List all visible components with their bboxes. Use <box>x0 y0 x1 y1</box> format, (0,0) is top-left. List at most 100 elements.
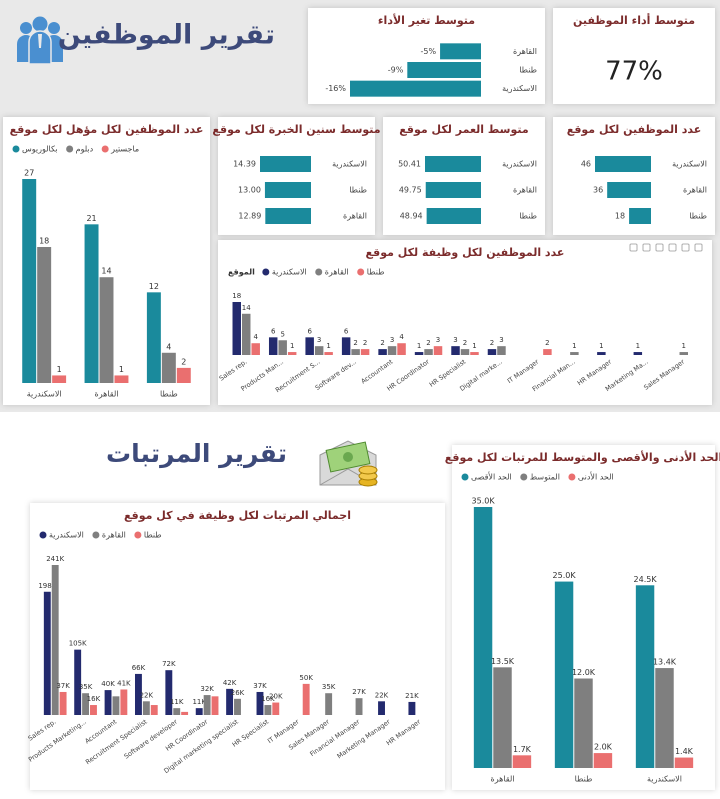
card <box>218 240 712 405</box>
value-label: 2 <box>426 339 430 347</box>
bar <box>114 375 129 383</box>
value-label: 1 <box>472 342 476 350</box>
bar <box>378 701 385 715</box>
value-label: 14 <box>242 304 251 312</box>
bar <box>355 698 363 715</box>
value-label: 1 <box>572 342 576 350</box>
bar <box>112 696 120 715</box>
value-label: 2 <box>363 339 367 347</box>
bar <box>451 346 460 355</box>
value-label: 21 <box>86 214 96 223</box>
value-label: 5 <box>280 330 284 338</box>
bar <box>635 585 655 768</box>
toolbar-icon <box>694 243 703 252</box>
toolbar-icon <box>642 243 651 252</box>
value-label: 13.4K <box>653 658 677 667</box>
bar <box>265 208 311 224</box>
bar <box>82 693 90 715</box>
toolbar-icon <box>629 243 638 252</box>
value-label: 14.39 <box>233 160 256 169</box>
value-label: 50K <box>299 674 313 682</box>
bar <box>674 757 694 768</box>
legend-swatch <box>12 145 20 153</box>
value-label: 1 <box>290 342 294 350</box>
bar <box>278 340 287 355</box>
legend-label: ماجستير <box>110 145 139 154</box>
category-label: القاهرة <box>343 212 367 221</box>
bar <box>264 705 272 715</box>
category-label: طنطا <box>349 186 367 195</box>
value-label: 6 <box>271 327 276 335</box>
bar <box>470 352 479 355</box>
bar <box>629 208 651 224</box>
value-label: 4 <box>399 333 404 341</box>
header-title: تقرير الموظفين <box>58 20 275 51</box>
category-label: طنطا <box>689 212 707 221</box>
legend-swatch <box>461 473 469 481</box>
bar <box>324 352 333 355</box>
bar <box>679 352 689 355</box>
value-label: 25.0K <box>553 571 577 580</box>
legend-label: المتوسط <box>530 473 560 482</box>
value-label: 13.00 <box>238 186 261 195</box>
value-label: 1 <box>57 365 62 374</box>
bar <box>234 698 241 715</box>
card-title: متوسط العمر لكل موقع <box>399 123 528 136</box>
value-label: 1 <box>636 342 640 350</box>
bar <box>52 375 67 383</box>
value-label: 37K <box>253 682 267 690</box>
value-label: 37K <box>56 682 70 690</box>
value-label: 2 <box>380 339 384 347</box>
value-label: 27K <box>352 688 366 696</box>
value-label: 46 <box>581 160 591 169</box>
value-label: 2.0K <box>594 743 613 752</box>
value-label: 105K <box>69 640 87 648</box>
category-label: طنطا <box>519 212 537 221</box>
value-label: 32K <box>200 685 214 693</box>
category-label: الاسكندرية <box>647 775 682 784</box>
bar <box>165 670 173 715</box>
bar <box>595 156 651 172</box>
bar <box>195 708 203 715</box>
legend-label: الحد الأقصى <box>471 472 512 482</box>
value-label: 36 <box>593 186 603 195</box>
bar <box>543 349 552 355</box>
value-label: 14 <box>101 267 111 276</box>
bar <box>59 691 67 715</box>
legend-swatch <box>101 145 109 153</box>
legend-label: الحد الأدنى <box>578 472 614 482</box>
bar <box>433 346 443 355</box>
bar <box>99 277 114 383</box>
bar <box>305 337 314 355</box>
value-label: -16% <box>325 84 346 93</box>
bar <box>350 80 481 97</box>
value-label: 13.5K <box>491 657 515 666</box>
bar <box>633 352 643 355</box>
value-label: 1 <box>682 342 686 350</box>
bar <box>176 367 191 383</box>
people-icon <box>17 16 63 65</box>
bar <box>104 690 112 715</box>
value-label: 198K <box>38 582 56 590</box>
bar <box>142 701 150 715</box>
value-label: 3 <box>436 336 440 344</box>
category-label: طنطا <box>575 775 593 784</box>
bar <box>211 696 219 715</box>
legend-swatch <box>66 145 74 153</box>
value-label: 11K <box>192 698 206 706</box>
value-label: 20K <box>269 693 283 701</box>
category-label: القاهرة <box>513 186 537 195</box>
category-label: الاسكندرية <box>502 84 537 93</box>
bar <box>120 689 128 715</box>
bar <box>150 705 158 715</box>
value-label: 66K <box>132 664 146 672</box>
value-label: 12 <box>149 282 159 291</box>
bar <box>181 711 189 715</box>
bar <box>74 649 82 715</box>
legend-label: الاسكندرية <box>49 531 84 540</box>
category-label: القاهرة <box>491 775 515 784</box>
value-label: 12.89 <box>238 212 261 221</box>
value-label: 35.0K <box>472 497 496 506</box>
bar <box>203 695 211 715</box>
bar <box>173 708 181 715</box>
